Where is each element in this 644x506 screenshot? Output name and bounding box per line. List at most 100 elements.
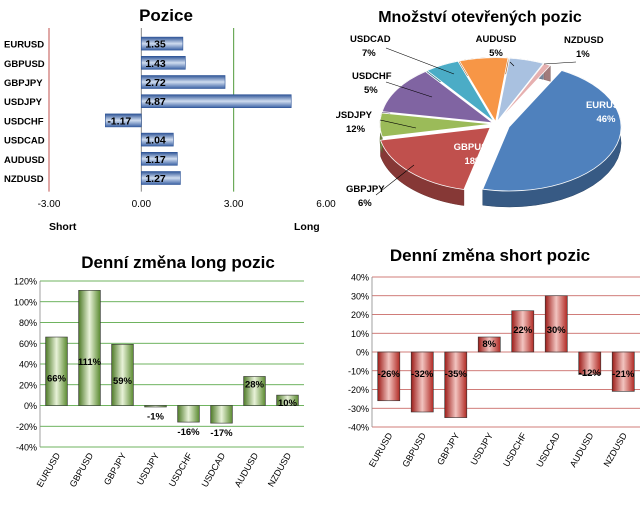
y-tick-label: 0% <box>24 401 37 411</box>
pie-slice-percent: 12% <box>346 124 366 135</box>
position-bar <box>141 132 174 147</box>
category-label: AUDUSD <box>4 155 45 166</box>
position-bar <box>141 94 292 108</box>
x-category-label: GBPJPY <box>102 451 128 487</box>
x-tick-label: -3.00 <box>38 199 61 210</box>
bar-value-label: 59% <box>113 376 133 387</box>
pie-slice-percent: 7% <box>362 48 376 59</box>
category-label: GBPJPY <box>4 78 43 89</box>
category-label: USDJPY <box>4 97 43 108</box>
pie-slice-name: USDJPY <box>336 110 373 121</box>
category-label: NZDUSD <box>4 174 44 185</box>
bar <box>611 351 635 392</box>
y-tick-label: 30% <box>351 291 369 301</box>
position-bar <box>141 55 186 70</box>
pie-slice-percent: 6% <box>358 198 372 209</box>
long-change-chart-svg: Denní změna long pozic -40% -20% 0% 20% 40% 6… <box>14 253 304 489</box>
y-tick-label: -40% <box>16 443 37 453</box>
x-category-label: USDJPY <box>135 451 161 487</box>
bar-value-label: 8% <box>482 339 496 350</box>
long-change-chart-title: Denní změna long pozic <box>81 253 275 272</box>
bar-value-label: 1.04 <box>145 135 166 147</box>
pie-slice <box>381 71 494 124</box>
y-tick-label: -40% <box>348 423 369 433</box>
bar-value-label: 1.27 <box>145 173 166 185</box>
bar-value-label: -32% <box>411 369 434 380</box>
bar-value-label: 1.35 <box>145 39 166 51</box>
pie-slice <box>458 57 509 123</box>
y-tick-label: 100% <box>14 297 37 307</box>
pie-slice-name: GBPUSD <box>454 142 495 153</box>
x-category-label: GBPJPY <box>435 431 461 467</box>
pie-slice-name: EURUSD <box>586 100 626 111</box>
bar-value-label: 1.43 <box>145 58 166 70</box>
x-tick-label: 0.00 <box>132 199 152 210</box>
bar <box>210 405 233 424</box>
long-change-chart: Denní změna long pozic -40% -20% 0% 20% 40% 6… <box>0 244 320 501</box>
y-tick-label: 10% <box>351 329 369 339</box>
y-tick-label: 120% <box>14 277 37 287</box>
x-category-label: GBPUSD <box>400 431 428 469</box>
y-tick-label: -20% <box>348 385 369 395</box>
open-positions-pie-svg: Množství otevřených pozic EURUSD 46% GBPUS… <box>334 9 626 209</box>
x-category-label: GBPUSD <box>68 451 96 489</box>
position-bar <box>141 171 181 185</box>
positions-chart-svg: Pozice EURUSD 1.35 GBPUSD 1.43 GBPJPY 2.72 USD… <box>4 6 336 233</box>
short-label: Short <box>49 221 77 233</box>
x-category-label: AUDUSD <box>233 451 261 489</box>
y-tick-label: 80% <box>19 318 37 328</box>
position-bar <box>141 75 226 89</box>
x-category-label: USDCHF <box>167 451 195 489</box>
bar-value-label: 10% <box>278 398 298 409</box>
bar <box>578 351 602 375</box>
position-bar <box>141 152 178 166</box>
bar-value-label: 30% <box>547 325 567 336</box>
pie-leader-line <box>375 164 415 196</box>
bar <box>477 336 501 353</box>
pie-slice-name: NZDUSD <box>564 35 604 46</box>
category-label: USDCHF <box>4 116 44 127</box>
bar <box>511 310 535 353</box>
x-tick-label: 6.00 <box>316 199 336 210</box>
x-category-label: USDCAD <box>534 431 562 469</box>
bar-value-label: 66% <box>47 374 67 385</box>
y-tick-label: -10% <box>348 366 369 376</box>
x-category-label: EURUSD <box>367 431 395 469</box>
category-label: USDCAD <box>4 136 45 147</box>
category-label: GBPUSD <box>4 59 45 70</box>
y-tick-label: 20% <box>351 310 369 320</box>
bar <box>45 336 68 406</box>
bar <box>144 405 167 408</box>
bar-value-label: -16% <box>177 427 200 438</box>
bar <box>177 405 200 423</box>
x-category-label: EURUSD <box>35 451 63 489</box>
positions-chart-title: Pozice <box>139 6 193 25</box>
bar-value-label: -12% <box>579 368 602 379</box>
y-tick-label: 60% <box>19 339 37 349</box>
pie-leader-line <box>385 47 455 75</box>
pie-slice <box>497 63 552 123</box>
bar-value-label: 111% <box>78 357 102 368</box>
y-tick-label: 0% <box>356 348 369 358</box>
y-tick-label: -20% <box>16 422 37 432</box>
bar <box>377 351 401 402</box>
bar-value-label: -26% <box>378 369 401 380</box>
bar-value-label: 1.17 <box>145 154 166 166</box>
y-tick-label: -30% <box>348 404 369 414</box>
bar-value-label: -1.17 <box>107 115 131 127</box>
short-change-chart-svg: Denní změna short pozic -40% -30% -20% -10%… <box>348 246 640 469</box>
pie-slice-percent: 1% <box>576 49 590 60</box>
pie-slice-percent: 5% <box>364 85 378 96</box>
pie-slice <box>379 126 491 190</box>
pie-slice <box>496 57 545 122</box>
bar-value-label: -17% <box>210 428 233 439</box>
positions-chart: Pozice EURUSD 1.35 GBPUSD 1.43 GBPJPY 2.72 USD… <box>0 0 340 240</box>
bar <box>243 376 266 406</box>
bar <box>111 343 134 406</box>
pie-slice-name: AUDUSD <box>476 34 517 45</box>
long-label: Long <box>294 221 320 233</box>
pie-slice-name: GBPJPY <box>346 184 385 195</box>
pie-leader-line <box>385 81 433 98</box>
short-change-chart-title: Denní změna short pozic <box>390 246 590 265</box>
x-tick-label: 3.00 <box>224 199 244 210</box>
